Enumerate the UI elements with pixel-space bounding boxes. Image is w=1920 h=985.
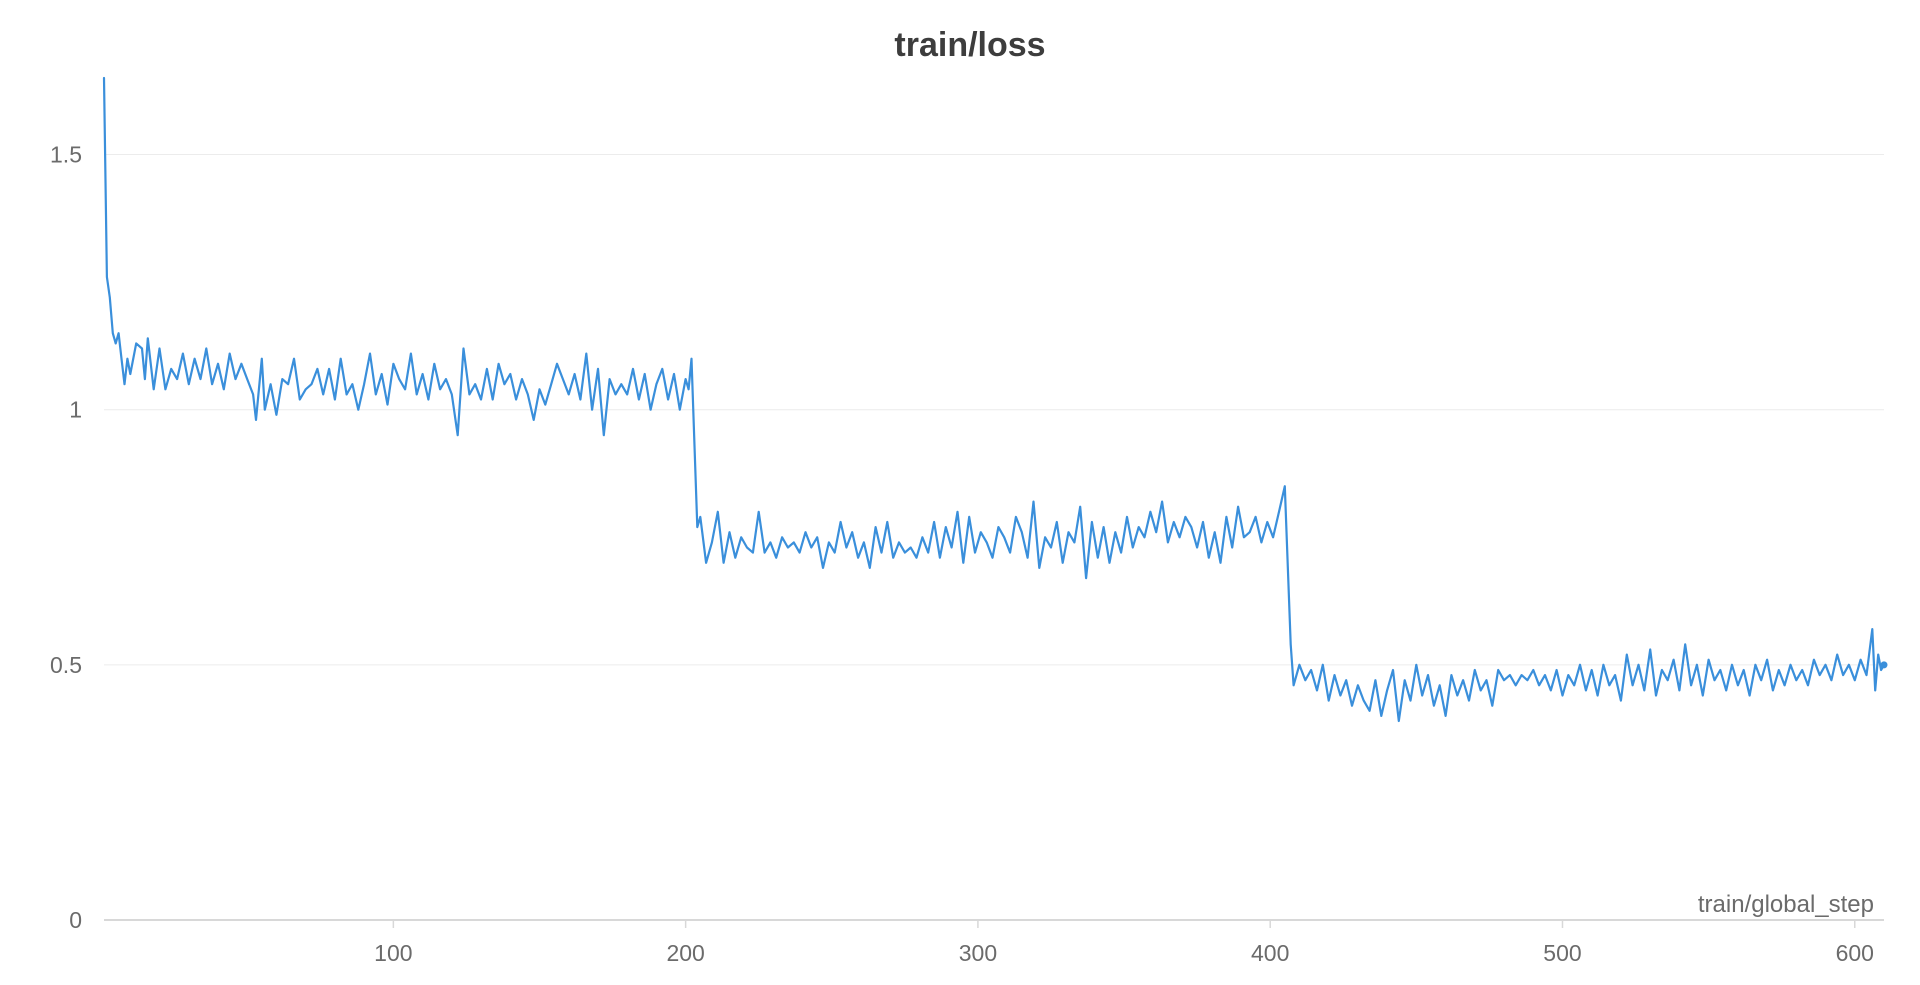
x-tick-label: 100	[374, 940, 412, 966]
x-tick-label: 600	[1836, 940, 1874, 966]
y-tick-label: 0.5	[50, 652, 82, 678]
x-axis-label: train/global_step	[1698, 891, 1874, 918]
x-tick-label: 300	[959, 940, 997, 966]
series-layer	[102, 76, 1888, 723]
x-tick-label: 500	[1543, 940, 1581, 966]
series-line	[102, 76, 1886, 723]
y-tick-label: 1	[69, 397, 82, 423]
y-tick-label: 0	[69, 907, 82, 933]
chart-title: train/loss	[894, 26, 1045, 64]
grid-layer	[104, 154, 1884, 666]
x-tick-label: 200	[666, 940, 704, 966]
axis-layer: 0 0.5 1 1.5 100 200 300 400 500 600	[50, 142, 1884, 966]
y-tick-label: 1.5	[50, 142, 82, 168]
series-end-point	[1880, 661, 1888, 669]
x-tick-label: 400	[1251, 940, 1289, 966]
